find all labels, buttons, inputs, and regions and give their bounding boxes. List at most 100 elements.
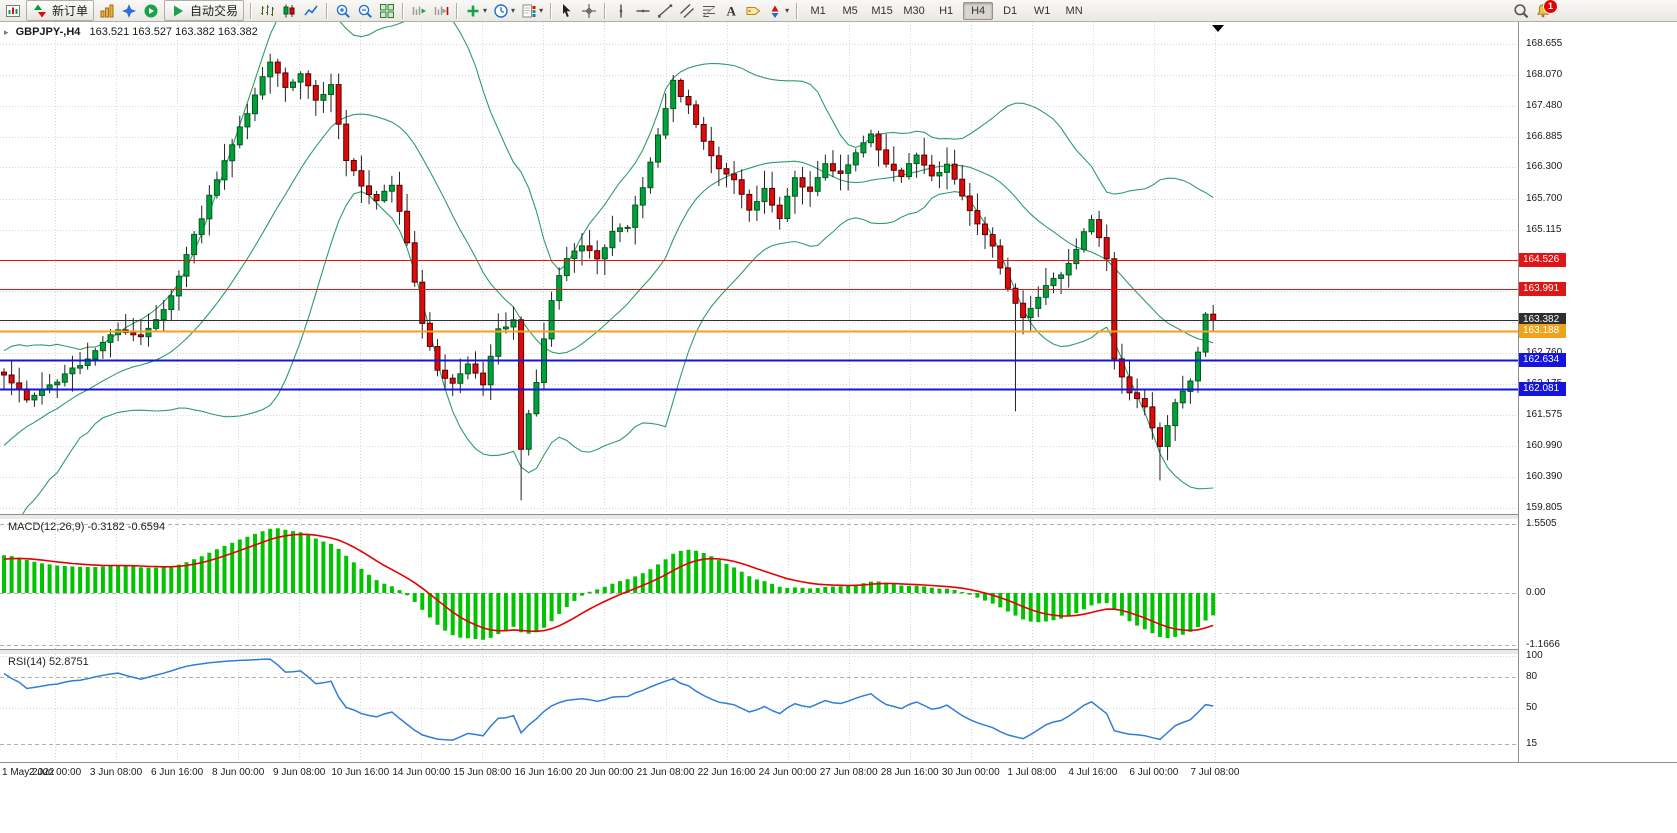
new-order-button[interactable]: 新订单: [26, 0, 95, 21]
templates-button[interactable]: ▾: [518, 0, 546, 21]
macd-scale-label: 0.00: [1526, 587, 1546, 598]
auto-scroll-icon[interactable]: [408, 0, 430, 21]
chevron-down-icon: ▾: [511, 6, 516, 15]
time-axis-label: 2 Jun 00:00: [28, 767, 82, 778]
autotrading-button[interactable]: 自动交易: [164, 0, 245, 21]
vertical-line-icon[interactable]: [610, 0, 632, 21]
candlestick-chart-icon[interactable]: [278, 0, 300, 21]
chart-shift-marker: [1212, 25, 1224, 32]
search-icon[interactable]: [1513, 3, 1529, 19]
chevron-down-icon: ▾: [483, 6, 488, 15]
timeframe-m15[interactable]: M15: [871, 4, 893, 17]
zoom-out-icon[interactable]: [354, 0, 376, 21]
price-line-badge[interactable]: 163.188: [1519, 323, 1566, 338]
rsi-scale-label: 100: [1526, 650, 1543, 661]
time-axis-label: 7 Jul 08:00: [1190, 767, 1240, 778]
price-chart-panel[interactable]: [0, 22, 1518, 514]
rsi-panel[interactable]: [0, 654, 1518, 762]
label-icon[interactable]: [742, 0, 764, 21]
time-axis-label: 6 Jun 16:00: [150, 767, 204, 778]
navigator-icon[interactable]: [118, 0, 140, 21]
time-axis-label: 1 Jul 08:00: [1007, 767, 1057, 778]
price-scale-label: 168.655: [1526, 38, 1563, 49]
time-axis-label: 27 Jun 08:00: [819, 767, 878, 778]
price-grid: [0, 22, 1518, 514]
chart-symbol-period: GBPJPY-,H4: [15, 26, 81, 38]
time-axis-label: 16 Jun 16:00: [514, 767, 573, 778]
terminal-icon[interactable]: [140, 0, 162, 21]
time-axis-label: 1 May 2022: [2, 767, 55, 778]
price-scale-label: 161.575: [1526, 409, 1563, 421]
tile-windows-icon[interactable]: [376, 0, 398, 21]
timeframe-d1[interactable]: D1: [1003, 4, 1018, 17]
indicators-button[interactable]: ▾: [462, 0, 490, 21]
autotrading-button-label: 自动交易: [190, 4, 239, 18]
trendline-icon[interactable]: [654, 0, 676, 21]
price-line-badge[interactable]: 162.634: [1519, 352, 1566, 367]
timeframe-m5[interactable]: M5: [842, 4, 858, 17]
price-scale-label: 165.115: [1526, 223, 1562, 235]
price-line-badge[interactable]: 164.526: [1519, 253, 1566, 268]
price-scale-border[interactable]: [1518, 22, 1519, 762]
notifications-icon[interactable]: 1: [1535, 0, 1558, 19]
periods-button[interactable]: ▾: [490, 0, 518, 21]
toolbar: 新订单 自动交易 ▾ ▾ ▾ A ▾ M1 M5 M15 M30 H1 H4 D1 W1 MN 1: [0, 0, 1677, 22]
timeframe-w1[interactable]: W1: [1033, 4, 1051, 17]
arrows-icon[interactable]: ▾: [764, 0, 792, 21]
time-axis[interactable]: 1 May 2022 2 Jun 00:00 3 Jun 08:00 6 Jun 16…: [0, 762, 1677, 833]
price-scale-label: 159.805: [1526, 502, 1563, 513]
price-line-badge[interactable]: 162.081: [1519, 381, 1566, 396]
time-axis-label: 20 Jun 00:00: [575, 767, 634, 778]
app-icon[interactable]: [2, 0, 24, 21]
time-axis-label: 21 Jun 08:00: [636, 767, 695, 778]
price-scale-label: 166.885: [1526, 130, 1563, 142]
toolbar-items: 新订单 自动交易 ▾ ▾ ▾ A ▾ M1 M5 M15 M30 H1 H4 D1 W1 MN: [0, 0, 1677, 21]
bar-chart-icon[interactable]: [256, 0, 278, 21]
toolbar-separator: [402, 2, 405, 19]
bollinger-middle: [3, 113, 1214, 446]
macd-indicator-label: MACD(12,26,9) -0.3182 -0.6594: [8, 521, 166, 533]
price-scale-label: 160.390: [1526, 471, 1563, 483]
cursor-icon[interactable]: [556, 0, 578, 21]
toolbar-right-items: 1: [1510, 0, 1558, 20]
price-scale-label: 162.760: [1526, 347, 1562, 359]
zoom-in-icon[interactable]: [332, 0, 354, 21]
rsi-grid: [0, 654, 1518, 762]
notification-count-badge[interactable]: 1: [1543, 0, 1558, 14]
chart-ohlc-values: 163.521 163.527 163.382 163.382: [89, 26, 258, 38]
price-scale-label: 166.300: [1526, 161, 1563, 173]
rsi-indicator-label: RSI(14) 52.8751: [8, 656, 89, 668]
macd-scale-label: -1.1666: [1526, 638, 1560, 650]
channel-icon[interactable]: [676, 0, 698, 21]
time-axis-label: 8 Jun 00:00: [212, 767, 265, 778]
timeframe-h1[interactable]: H1: [939, 4, 954, 17]
horizontal-lines-layer: [0, 259, 1518, 391]
toolbar-separator: [550, 2, 553, 19]
rsi-scale-label: 15: [1526, 738, 1538, 750]
one-click-trading-toggle[interactable]: ▸: [4, 27, 9, 37]
market-watch-icon[interactable]: [96, 0, 118, 21]
toolbar-separator: [326, 2, 329, 19]
bollinger-lower: [22, 191, 1214, 514]
horizontal-line-icon[interactable]: [632, 0, 654, 21]
rsi-line: [3, 658, 1214, 741]
bollinger-bands: [3, 22, 1214, 514]
time-axis-label: 4 Jul 16:00: [1068, 767, 1118, 778]
timeframe-m1[interactable]: M1: [810, 4, 826, 17]
candles-layer: [1, 53, 1217, 501]
time-axis-label: 24 Jun 00:00: [758, 767, 817, 778]
price-line-badge[interactable]: 163.991: [1519, 281, 1566, 296]
text-icon[interactable]: A: [720, 0, 742, 21]
chart-shift-icon[interactable]: [430, 0, 452, 21]
time-axis-label: 6 Jul 00:00: [1129, 767, 1179, 778]
timeframe-h4[interactable]: H4: [963, 1, 994, 20]
price-scale-label: 167.480: [1526, 99, 1563, 111]
timeframe-mn[interactable]: MN: [1065, 4, 1083, 17]
macd-panel[interactable]: [0, 519, 1518, 649]
macd-signal-line: [3, 533, 1214, 633]
crosshair-icon[interactable]: [578, 0, 600, 21]
line-chart-icon[interactable]: [300, 0, 322, 21]
timeframe-m30[interactable]: M30: [903, 4, 925, 17]
toolbar-separator: [456, 2, 459, 19]
fibonacci-icon[interactable]: [698, 0, 720, 21]
